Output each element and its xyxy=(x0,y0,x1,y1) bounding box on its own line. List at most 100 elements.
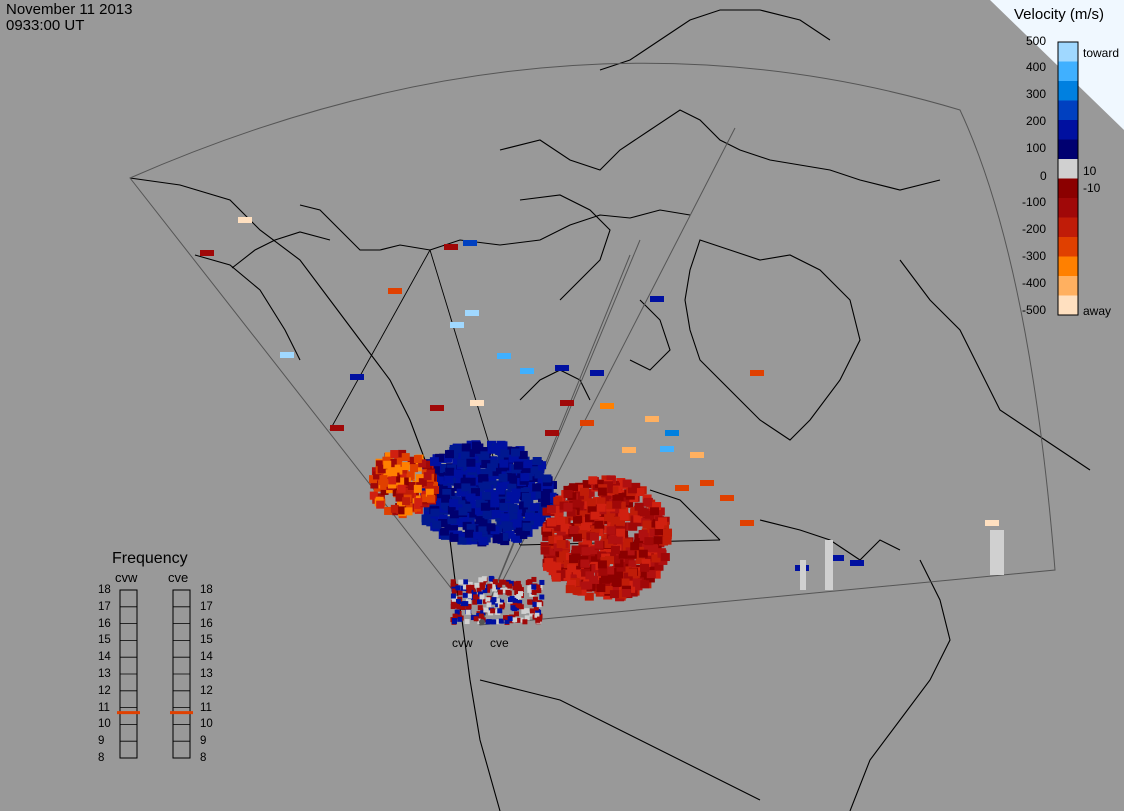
velocity-cell xyxy=(437,463,447,472)
velocity-cell xyxy=(542,474,552,483)
velocity-cell xyxy=(569,525,579,534)
velocity-cell xyxy=(563,502,573,511)
colorbar-segment xyxy=(1058,42,1078,62)
velocity-cell xyxy=(590,370,604,376)
velocity-cell xyxy=(425,482,434,491)
velocity-cell xyxy=(498,618,504,624)
velocity-cell xyxy=(635,487,645,496)
velocity-cell xyxy=(513,581,519,587)
velocity-cell xyxy=(455,598,461,604)
velocity-cell xyxy=(547,492,557,501)
velocity-cell xyxy=(485,619,491,625)
velocity-cell xyxy=(523,460,533,469)
colorbar-segment xyxy=(1058,237,1078,257)
velocity-cell xyxy=(477,591,483,597)
velocity-cell xyxy=(531,576,537,582)
velocity-cell xyxy=(644,537,654,546)
velocity-cell xyxy=(584,592,594,601)
velocity-tick-label: 500 xyxy=(1026,34,1047,48)
velocity-cell xyxy=(447,516,457,525)
velocity-cell xyxy=(452,456,462,465)
velocity-cell xyxy=(690,452,704,458)
velocity-cell xyxy=(383,469,392,478)
velocity-cell xyxy=(418,459,427,468)
velocity-cell xyxy=(404,502,413,511)
velocity-tick-label: 400 xyxy=(1026,60,1047,74)
velocity-cell xyxy=(526,491,536,500)
frequency-tick-label: 10 xyxy=(98,718,111,731)
velocity-cell xyxy=(512,617,518,623)
velocity-cell xyxy=(502,481,512,490)
velocity-cell xyxy=(449,510,459,519)
velocity-cell xyxy=(572,533,582,542)
velocity-cell xyxy=(562,531,572,540)
velocity-cell xyxy=(461,474,471,483)
velocity-cell xyxy=(432,462,442,471)
velocity-cell xyxy=(825,540,833,590)
frequency-tick-label: 8 xyxy=(200,752,207,764)
frequency-tick-label: 12 xyxy=(98,684,111,697)
velocity-cell xyxy=(606,475,616,484)
velocity-cell xyxy=(658,517,668,526)
velocity-cell xyxy=(476,612,482,618)
velocity-cell xyxy=(499,459,509,468)
velocity-cell xyxy=(457,616,463,622)
velocity-cell xyxy=(379,475,388,484)
velocity-cell xyxy=(465,604,471,610)
velocity-cell xyxy=(475,499,485,508)
velocity-cell xyxy=(647,564,657,573)
velocity-cell xyxy=(466,458,476,467)
colorbar-segment xyxy=(1058,81,1078,101)
frequency-tick-label: 9 xyxy=(98,735,105,748)
velocity-cell xyxy=(376,500,385,509)
velocity-cell xyxy=(458,507,468,516)
velocity-cell xyxy=(567,564,577,573)
velocity-cell xyxy=(497,589,503,595)
velocity-cell xyxy=(478,613,484,619)
frequency-tick-label: 17 xyxy=(200,600,213,613)
velocity-cell xyxy=(601,475,611,484)
velocity-cell xyxy=(662,536,672,545)
velocity-cell xyxy=(596,584,606,593)
frequency-tick-label: 11 xyxy=(98,701,110,714)
velocity-cell xyxy=(529,521,539,530)
frequency-title: Frequency xyxy=(112,550,188,567)
velocity-cell xyxy=(572,569,582,578)
velocity-cell xyxy=(465,609,471,615)
velocity-cell xyxy=(515,527,525,536)
velocity-cell xyxy=(574,560,584,569)
velocity-cell xyxy=(404,507,413,516)
velocity-cell xyxy=(539,594,545,600)
velocity-cell xyxy=(476,587,482,593)
velocity-cell xyxy=(610,545,620,554)
velocity-cell xyxy=(470,400,484,406)
velocity-cell xyxy=(521,608,527,614)
velocity-cell xyxy=(590,546,600,555)
away-label: away xyxy=(1083,304,1112,318)
velocity-cell xyxy=(554,512,564,521)
velocity-cell xyxy=(400,477,409,486)
velocity-cell xyxy=(507,512,517,521)
velocity-cell xyxy=(515,446,525,455)
velocity-cell xyxy=(563,560,573,569)
velocity-cell xyxy=(548,567,558,576)
velocity-cell xyxy=(427,494,436,503)
velocity-cell xyxy=(509,475,519,484)
velocity-cell xyxy=(645,574,655,583)
velocity-cell xyxy=(462,592,468,598)
velocity-cell xyxy=(444,450,454,459)
velocity-cell xyxy=(473,531,483,540)
velocity-cell xyxy=(575,491,585,500)
velocity-cell xyxy=(563,489,573,498)
velocity-cell xyxy=(590,525,600,534)
velocity-cell xyxy=(517,600,523,606)
velocity-cell xyxy=(330,425,344,431)
velocity-cell xyxy=(418,478,427,487)
velocity-cell xyxy=(608,535,618,544)
velocity-cell xyxy=(480,451,490,460)
velocity-cell xyxy=(482,481,492,490)
velocity-data xyxy=(200,217,1004,625)
velocity-cell xyxy=(535,465,545,474)
velocity-cell xyxy=(651,554,661,563)
velocity-cell xyxy=(472,445,482,454)
